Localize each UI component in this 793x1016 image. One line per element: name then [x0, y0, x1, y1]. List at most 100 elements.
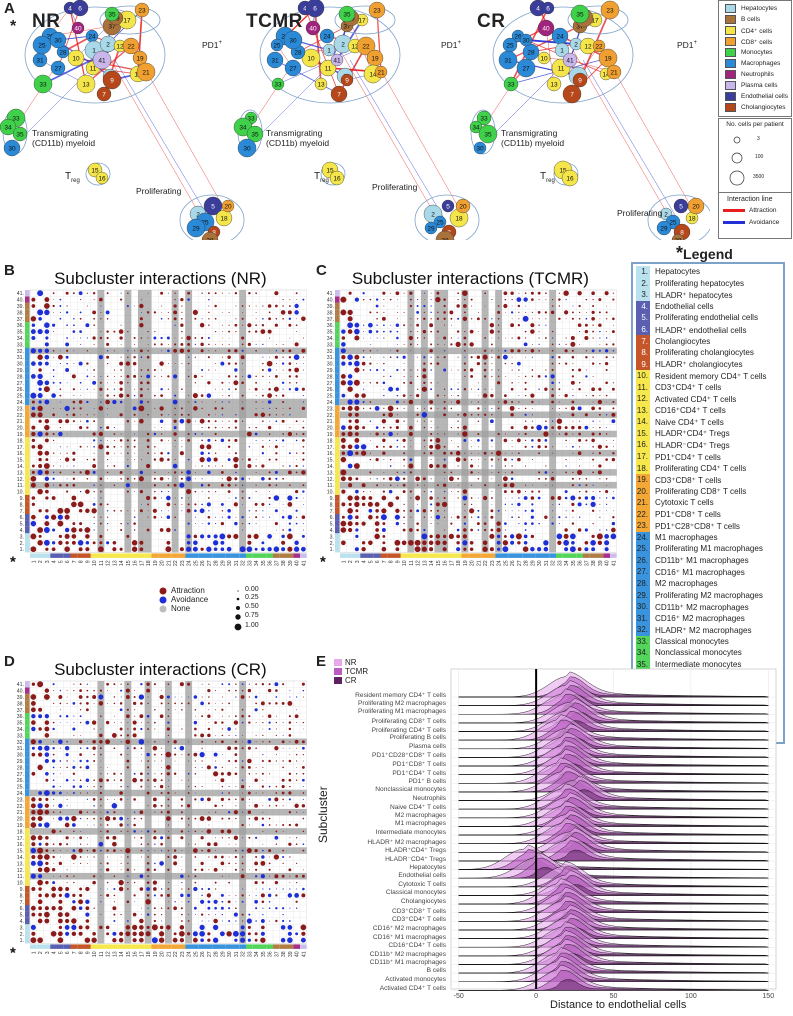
- heatmap-dot: [267, 329, 272, 334]
- heatmap-dot: [585, 477, 588, 480]
- heatmap-dot: [44, 854, 50, 860]
- heatmap-dot: [395, 387, 400, 391]
- heatmap-dot: [65, 368, 70, 372]
- heatmap-dot: [341, 393, 346, 398]
- heatmap-dot: [78, 899, 84, 905]
- heatmap-col-colorbar: [165, 944, 172, 949]
- heatmap-dot: [376, 324, 378, 326]
- heatmap-dot: [227, 534, 232, 539]
- heatmap-dot: [375, 298, 379, 301]
- heatmap-y-tick: 28.: [17, 374, 24, 380]
- network-node-label: 30: [243, 146, 251, 153]
- heatmap-dot: [125, 483, 131, 488]
- network-node-label: 33: [274, 82, 282, 89]
- heatmap-x-tick: 34: [254, 560, 260, 566]
- heatmap-dot: [571, 317, 574, 320]
- heatmap-x-tick: 12: [106, 951, 112, 957]
- heatmap-dot: [140, 381, 143, 385]
- heatmap-dot: [410, 375, 412, 377]
- heatmap-dot: [220, 502, 224, 506]
- heatmap-dot: [289, 785, 291, 788]
- heatmap-dot: [154, 709, 156, 711]
- heatmap-dot: [200, 483, 204, 487]
- heatmap-dot: [37, 431, 43, 437]
- heatmap-dot: [58, 861, 63, 866]
- heatmap-star: *: [10, 553, 16, 570]
- heatmap-dot: [127, 722, 129, 724]
- network-node-label: 7: [570, 92, 574, 99]
- network-node-label: 30: [289, 38, 297, 45]
- heatmap-dot: [382, 534, 386, 538]
- heatmap-dot: [186, 534, 191, 539]
- heatmap-dot: [598, 311, 601, 314]
- heatmap-dot: [58, 899, 63, 904]
- heatmap-dot: [288, 452, 291, 455]
- heatmap-dot: [295, 753, 298, 756]
- heatmap-row-colorbar: [335, 488, 340, 495]
- heatmap-dot: [208, 318, 210, 320]
- heatmap-dot: [498, 350, 500, 352]
- heatmap-dot: [215, 350, 217, 352]
- network-node-label: 5: [679, 204, 683, 211]
- heatmap-dot: [430, 362, 433, 365]
- heatmap-dot: [241, 856, 244, 858]
- heatmap-dot: [132, 701, 137, 706]
- heatmap-dot: [140, 503, 142, 505]
- heatmap-dot: [302, 843, 305, 846]
- heatmap-dot: [66, 478, 68, 480]
- network-node-label: 16: [333, 176, 341, 183]
- heatmap-dot: [227, 458, 231, 462]
- network-node: [95, 171, 109, 185]
- heatmap-dot: [161, 753, 163, 756]
- heatmap-dot: [450, 427, 452, 429]
- heatmap-row-colorbar: [25, 520, 30, 527]
- heatmap-dot: [139, 323, 144, 328]
- key-legend-number: 33.: [636, 635, 650, 648]
- heatmap-dot: [410, 439, 412, 441]
- heatmap-dot: [53, 690, 55, 692]
- heatmap-dot: [261, 476, 265, 481]
- heatmap-dot: [180, 811, 183, 814]
- heatmap-dot: [525, 305, 527, 307]
- heatmap-dot: [66, 490, 69, 493]
- heatmap-dot: [84, 937, 91, 943]
- heatmap-dot: [167, 318, 170, 320]
- heatmap-dot: [605, 414, 608, 416]
- heatmap-y-tick: 41.: [327, 291, 334, 297]
- heatmap-dot: [37, 879, 43, 886]
- heatmap-dot: [579, 331, 581, 333]
- heatmap-dot: [71, 495, 77, 501]
- heatmap-dot: [65, 931, 70, 936]
- heatmap-dot: [444, 350, 446, 352]
- heatmap-dot: [242, 459, 244, 461]
- heatmap-dot: [147, 452, 150, 455]
- heatmap-dot: [154, 741, 156, 743]
- heatmap-dot: [599, 330, 601, 333]
- heatmap-dot: [59, 747, 61, 749]
- heatmap-x-tick: 7: [382, 560, 388, 563]
- heatmap-dot: [538, 452, 541, 455]
- heatmap-dot: [59, 363, 61, 365]
- heatmap-dot: [208, 696, 210, 698]
- heatmap-dot: [503, 438, 508, 443]
- heatmap-dot: [423, 304, 426, 308]
- heatmap-dot: [140, 754, 142, 756]
- heatmap-dot: [37, 681, 44, 688]
- heatmap-dot: [464, 375, 466, 378]
- cell-legend-item: Monocytes: [719, 47, 791, 58]
- heatmap-dot: [490, 458, 494, 461]
- heatmap-dot: [518, 382, 520, 384]
- heatmap-dot: [139, 540, 144, 545]
- heatmap-dot: [154, 721, 156, 724]
- heatmap-y-tick: 8.: [330, 502, 334, 508]
- heatmap-dot: [206, 893, 212, 898]
- heatmap-dot: [71, 815, 77, 822]
- heatmap-dot: [154, 427, 156, 429]
- heatmap-dot: [463, 528, 467, 532]
- heatmap-dot: [208, 465, 210, 467]
- heatmap-dot: [288, 388, 292, 391]
- heatmap-dot: [133, 811, 136, 813]
- heatmap-dot: [269, 420, 271, 422]
- heatmap-dot: [181, 882, 183, 884]
- heatmap-dot: [463, 336, 467, 340]
